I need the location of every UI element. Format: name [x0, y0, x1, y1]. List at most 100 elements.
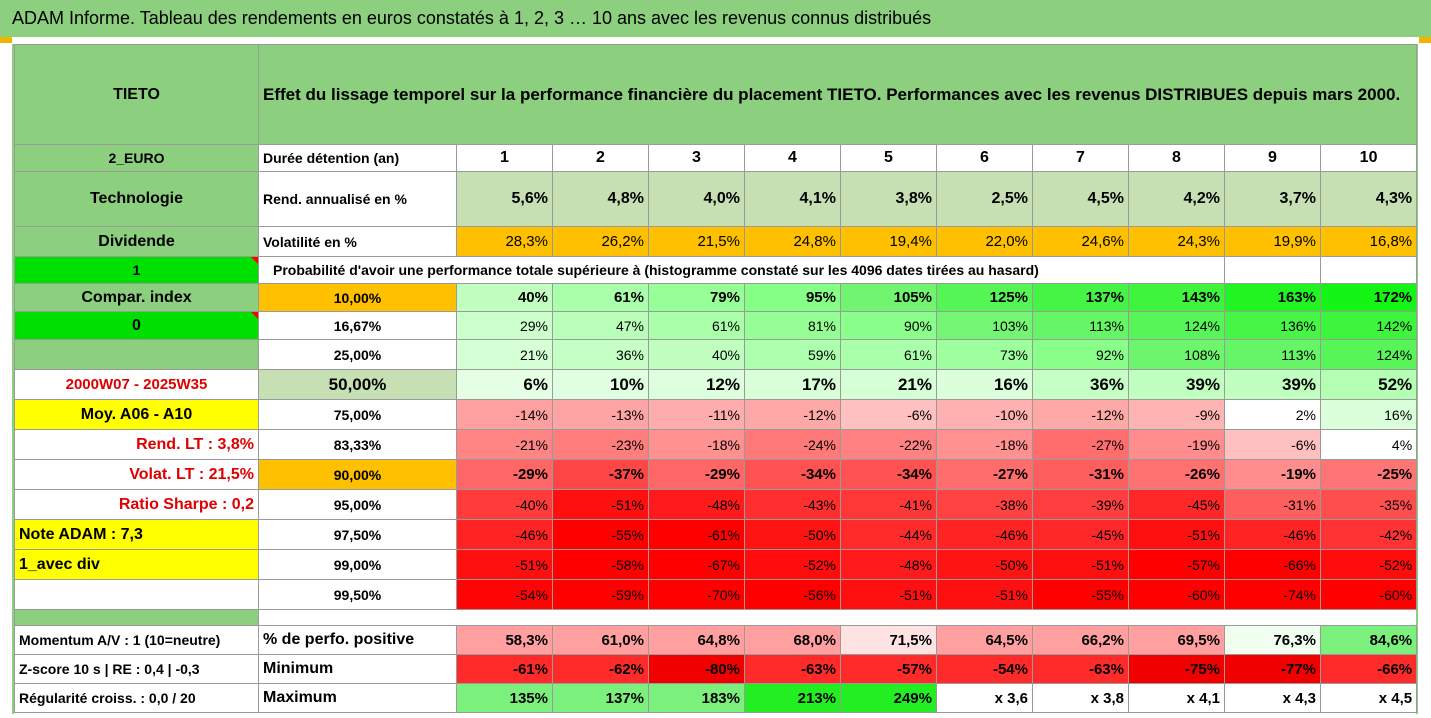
percentile-value: -51% — [552, 489, 649, 520]
percentile-value: -46% — [456, 519, 553, 550]
percentile-value: -50% — [744, 519, 841, 550]
year-header: 2 — [552, 144, 649, 172]
percentile-value: 12% — [648, 369, 745, 400]
percentile-value: -48% — [840, 549, 937, 580]
percentile-value: 36% — [1032, 369, 1129, 400]
percentile-value: -25% — [1319, 459, 1418, 490]
percentile-value: 90% — [840, 311, 937, 340]
spacer-cell — [841, 610, 937, 626]
vol-value: 28,3% — [456, 226, 553, 257]
corner-marker-right — [1419, 37, 1431, 43]
dividend-label: Dividende — [14, 226, 259, 257]
corner-marker-left — [0, 37, 12, 43]
positive-value: 71,5% — [840, 625, 937, 655]
percentile-label: 16,67% — [258, 311, 457, 340]
avec-div-label: 1_avec div — [14, 549, 259, 580]
spacer-cell — [1129, 610, 1225, 626]
spacer-cell — [259, 610, 457, 626]
percentile-value: -44% — [840, 519, 937, 550]
rend-value: 4,0% — [648, 171, 745, 227]
rend-lt-label: Rend. LT : 3,8% — [14, 429, 259, 460]
positive-value: 64,8% — [648, 625, 745, 655]
empty-label — [14, 339, 259, 370]
spacer-cell — [1321, 610, 1417, 626]
vol-value: 24,3% — [1128, 226, 1225, 257]
percentile-value: -52% — [744, 549, 841, 580]
maximum-side: Régularité croiss. : 0,0 / 20 — [14, 683, 259, 713]
minimum-value: -57% — [840, 654, 937, 684]
percentile-value: -66% — [1224, 549, 1321, 580]
percentile-value: 39% — [1128, 369, 1225, 400]
percentile-value: -23% — [552, 429, 649, 460]
percentile-value: 105% — [840, 283, 937, 312]
percentile-value: 124% — [1128, 311, 1225, 340]
spacer-cell — [1033, 610, 1129, 626]
spacer-cell — [937, 610, 1033, 626]
maximum-value: x 3,8 — [1032, 683, 1129, 713]
percentile-value: 21% — [456, 339, 553, 370]
percentile-value: 40% — [648, 339, 745, 370]
spacer-cell — [553, 610, 649, 626]
empty-label — [14, 579, 259, 610]
dividend-value[interactable]: 1 — [14, 256, 259, 284]
percentile-value: 163% — [1224, 283, 1321, 312]
period-label: 2000W07 - 2025W35 — [14, 369, 259, 400]
spacer-cell — [745, 610, 841, 626]
percentile-label: 25,00% — [258, 339, 457, 370]
minimum-side: Z-score 10 s | RE : 0,4 | -0,3 — [14, 654, 259, 684]
percentile-label: 50,00% — [258, 369, 457, 400]
percentile-value: 108% — [1128, 339, 1225, 370]
spacer-cell — [457, 610, 553, 626]
maximum-label: Maximum — [258, 683, 457, 713]
compar-label: Compar. index — [14, 283, 259, 312]
percentile-value: -51% — [936, 579, 1033, 610]
percentile-value: -38% — [936, 489, 1033, 520]
minimum-value: -54% — [936, 654, 1033, 684]
rend-value: 3,8% — [840, 171, 937, 227]
maximum-value: x 4,1 — [1128, 683, 1225, 713]
percentile-value: -6% — [840, 399, 937, 430]
positive-value: 64,5% — [936, 625, 1033, 655]
percentile-value: 21% — [840, 369, 937, 400]
percentile-value: -27% — [1032, 429, 1129, 460]
positive-value: 58,3% — [456, 625, 553, 655]
percentile-label: 83,33% — [258, 429, 457, 460]
percentile-value: -29% — [456, 459, 553, 490]
maximum-value: 249% — [840, 683, 937, 713]
percentile-value: -67% — [648, 549, 745, 580]
percentile-value: -54% — [456, 579, 553, 610]
percentile-value: -35% — [1319, 489, 1418, 520]
percentile-value: 81% — [744, 311, 841, 340]
percentile-value: -58% — [552, 549, 649, 580]
vol-label: Volatilité en % — [258, 226, 457, 257]
maximum-value: x 3,6 — [936, 683, 1033, 713]
percentile-value: -19% — [1224, 459, 1321, 490]
percentile-value: 47% — [552, 311, 649, 340]
percentile-value: 61% — [840, 339, 937, 370]
percentile-value: -11% — [648, 399, 745, 430]
percentile-value: -74% — [1224, 579, 1321, 610]
maximum-value: 135% — [456, 683, 553, 713]
percentile-value: 73% — [936, 339, 1033, 370]
percentile-value: -26% — [1128, 459, 1225, 490]
percentile-value: -41% — [840, 489, 937, 520]
percentile-value: -22% — [840, 429, 937, 460]
percentile-value: -70% — [648, 579, 745, 610]
percentile-value: 61% — [552, 283, 649, 312]
percentile-value: -18% — [936, 429, 1033, 460]
vol-value: 19,4% — [840, 226, 937, 257]
percentile-value: -12% — [744, 399, 841, 430]
percentile-value: 59% — [744, 339, 841, 370]
duree-label: Durée détention (an) — [258, 144, 457, 172]
spacer-block — [14, 609, 259, 626]
percentile-value: -21% — [456, 429, 553, 460]
percentile-value: -45% — [1032, 519, 1129, 550]
compar-value[interactable]: 0 — [14, 311, 259, 340]
year-header: 9 — [1224, 144, 1321, 172]
percentile-value: -60% — [1319, 579, 1418, 610]
minimum-value: -66% — [1319, 654, 1418, 684]
percentile-value: 92% — [1032, 339, 1129, 370]
percentile-value: -57% — [1128, 549, 1225, 580]
maximum-value: 213% — [744, 683, 841, 713]
percentile-value: 29% — [456, 311, 553, 340]
